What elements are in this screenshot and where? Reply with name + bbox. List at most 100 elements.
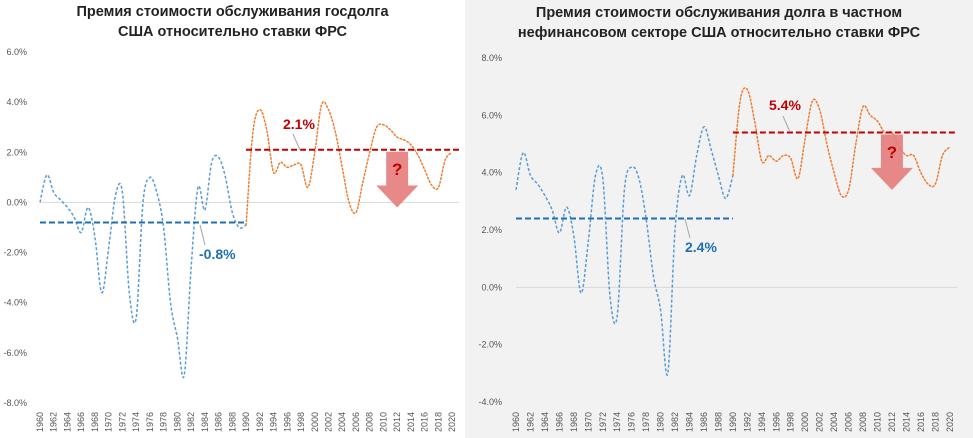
x-tick-label: 1960 (511, 412, 521, 432)
x-tick-label: 1984 (685, 412, 695, 432)
x-tick-label: 1986 (214, 412, 224, 432)
x-tick-label: 2016 (916, 412, 926, 432)
x-tick-label: 1974 (131, 412, 141, 432)
x-tick-label: 1990 (728, 412, 738, 432)
y-tick-label: -2.0% (478, 340, 502, 350)
x-tick-label: 2018 (433, 412, 443, 432)
x-tick-label: 2016 (420, 412, 430, 432)
x-tick-label: 1992 (255, 412, 265, 432)
series-line-after-1990 (245, 101, 453, 226)
x-tick-label: 1980 (172, 412, 182, 432)
y-tick-label: 4.0% (6, 97, 27, 107)
x-tick-label: 2020 (447, 412, 457, 432)
down-arrow-icon (870, 134, 913, 190)
y-tick-label: 2.0% (481, 225, 502, 235)
y-tick-label: 0.0% (6, 197, 27, 207)
x-tick-label: 1976 (627, 412, 637, 432)
chart-title-line1: Премия стоимости обслуживания долга в ча… (535, 5, 903, 21)
x-tick-label: 1996 (282, 412, 292, 432)
x-tick-label: 1970 (104, 412, 114, 432)
x-tick-label: 2004 (337, 412, 347, 432)
x-tick-label: 1982 (670, 412, 680, 432)
series-line-before-1990 (39, 154, 247, 379)
y-tick-label: -8.0% (3, 398, 27, 408)
x-tick-label: 2012 (887, 412, 897, 432)
question-mark: ? (887, 143, 897, 162)
chart-panel-left: Премия стоимости обслуживания госдолга С… (0, 0, 465, 438)
x-tick-label: 1982 (186, 412, 196, 432)
x-tick-label: 2006 (351, 412, 361, 432)
y-tick-label: 6.0% (6, 47, 27, 57)
x-tick-label: 1968 (90, 412, 100, 432)
x-tick-label: 1974 (612, 412, 622, 432)
average-label-leader (782, 115, 791, 133)
x-tick-label: 2000 (800, 412, 810, 432)
x-tick-label: 1964 (62, 412, 72, 432)
x-tick-label: 1972 (598, 412, 608, 432)
x-tick-label: 2000 (310, 412, 320, 432)
x-tick-label: 1964 (540, 412, 550, 432)
x-tick-label: 1978 (641, 412, 651, 432)
question-mark: ? (392, 160, 402, 179)
average-label-after: 5.4% (769, 97, 801, 113)
x-tick-label: 1992 (742, 412, 752, 432)
x-tick-label: 1986 (699, 412, 709, 432)
x-tick-label: 1968 (569, 412, 579, 432)
y-tick-label: -2.0% (3, 248, 27, 258)
x-tick-label: 2012 (392, 412, 402, 432)
x-tick-label: 2006 (844, 412, 854, 432)
x-tick-label: 2002 (323, 412, 333, 432)
chart-title: Премия стоимости обслуживания госдолга С… (0, 2, 465, 42)
x-tick-label: 1966 (554, 412, 564, 432)
average-label-leader (684, 218, 691, 239)
x-tick-label: 1990 (241, 412, 251, 432)
x-tick-label: 1998 (296, 412, 306, 432)
chart-plot: -8.0% -6.0% -4.0% -2.0% 0.0% 2.0% 4.0% 6.0% 1960… (3, 47, 459, 432)
y-tick-label: -4.0% (3, 298, 27, 308)
average-label-leader (199, 224, 206, 246)
down-arrow-icon (376, 151, 419, 208)
x-tick-label: 1988 (713, 412, 723, 432)
x-tick-label: 1998 (786, 412, 796, 432)
y-tick-label: -6.0% (3, 348, 27, 358)
x-tick-label: 1972 (117, 412, 127, 432)
x-tick-label: 1962 (525, 412, 535, 432)
average-label-leader (292, 133, 301, 151)
x-tick-label: 1966 (76, 412, 86, 432)
x-tick-label: 1980 (656, 412, 666, 432)
chart-panel-right: Премия стоимости обслуживания долга в ча… (465, 0, 973, 438)
average-label-before: 2.4% (685, 239, 717, 255)
x-tick-label: 2010 (872, 412, 882, 432)
chart-plot: -4.0% -2.0% 0.0% 2.0% 4.0% 6.0% 8.0% 1960 1962 19… (478, 53, 957, 432)
y-tick-label: 2.0% (6, 147, 27, 157)
x-tick-label: 1970 (583, 412, 593, 432)
x-tick-label: 2014 (901, 412, 911, 432)
y-tick-label: 6.0% (481, 110, 502, 120)
y-tick-label: 8.0% (481, 53, 502, 63)
average-label-before: -0.8% (199, 246, 236, 262)
x-tick-label: 1960 (35, 412, 45, 432)
x-tick-label: 1976 (145, 412, 155, 432)
y-tick-label: -4.0% (478, 397, 502, 407)
chart-title-line1: Премия стоимости обслуживания госдолга (76, 4, 389, 20)
x-tick-label: 2014 (406, 412, 416, 432)
x-tick-label: 1994 (269, 412, 279, 432)
x-tick-label: 2002 (815, 412, 825, 432)
y-tick-label: 0.0% (481, 282, 502, 292)
average-label-after: 2.1% (283, 116, 315, 132)
x-tick-label: 2008 (365, 412, 375, 432)
chart-title-line2: США относительно ставки ФРС (118, 24, 347, 40)
y-tick-label: 4.0% (481, 168, 502, 178)
x-tick-label: 1978 (159, 412, 169, 432)
x-tick-label: 2010 (378, 412, 388, 432)
x-tick-label: 1984 (200, 412, 210, 432)
x-tick-label: 2008 (858, 412, 868, 432)
x-tick-label: 1996 (771, 412, 781, 432)
x-tick-label: 1994 (757, 412, 767, 432)
x-tick-label: 2020 (945, 412, 955, 432)
x-tick-label: 2018 (930, 412, 940, 432)
x-tick-label: 1962 (49, 412, 59, 432)
series-line-before-1990 (515, 126, 734, 376)
chart-title: Премия стоимости обслуживания долга в ча… (465, 3, 973, 43)
chart-title-line2: нефинансовом секторе США относительно ст… (517, 25, 921, 41)
